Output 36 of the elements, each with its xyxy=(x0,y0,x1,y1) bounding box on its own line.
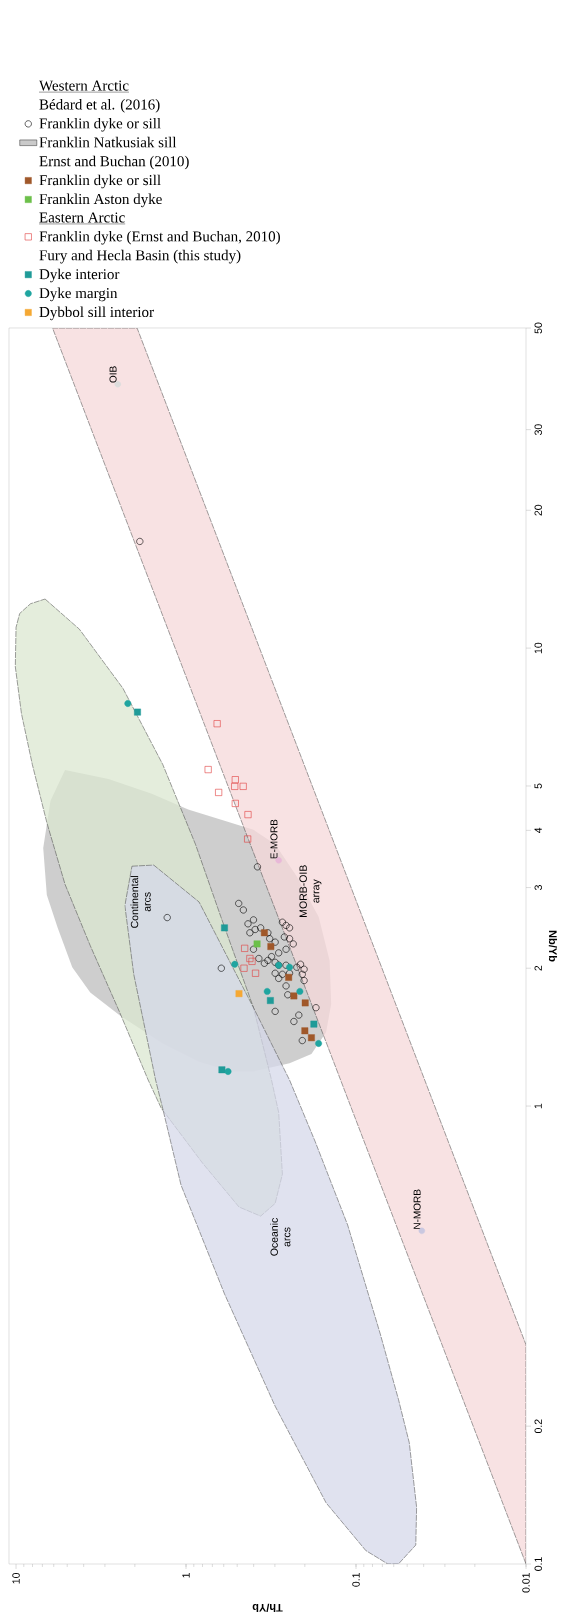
legend-label: Franklin Natkusiak sill xyxy=(39,136,177,148)
legend-label: Franklin dyke or sill xyxy=(39,117,161,132)
y-tick-label: 50 xyxy=(534,322,542,334)
legend-label: Franklin dyke or sill xyxy=(39,174,161,189)
y-tick-label: 0.1 xyxy=(534,1557,542,1571)
annotation: OIB xyxy=(109,366,117,383)
text: Ernst and Buchan (2010) xyxy=(39,155,189,170)
series-label: MORB-OIB array xyxy=(299,865,322,917)
annotation: N-MORB xyxy=(413,1189,421,1229)
x-tick-label: 1 xyxy=(182,1573,190,1578)
y-tick-label: 30 xyxy=(534,424,542,436)
y-tick-label: 5 xyxy=(534,783,542,789)
y-tick-label: 3 xyxy=(534,885,542,891)
series-label: Continental arcs xyxy=(130,875,151,928)
legend-label: Franklin Aston dyke xyxy=(39,193,162,208)
series-label: Oceanic arcs xyxy=(270,1218,291,1256)
y-tick-label: 4 xyxy=(534,827,542,834)
y-tick-label: 0.2 xyxy=(534,1419,542,1434)
x-tick-label: 0.01 xyxy=(522,1573,530,1593)
text: Bédard et al. (2016) xyxy=(39,98,160,113)
text: Western Arctic xyxy=(39,80,129,91)
legend-label: Franklin dyke (Ernst and Buchan, 2010) xyxy=(39,230,280,245)
text: Fury and Hecla Basin (this study) xyxy=(39,249,241,264)
x-axis-title: Th/Yb xyxy=(252,1603,283,1613)
y-axis-title: Nb/Yb xyxy=(548,930,558,962)
y-tick-label: 10 xyxy=(534,642,542,654)
x-tick-label: 10 xyxy=(12,1572,20,1584)
legend-label: Dyke interior xyxy=(39,268,120,283)
y-tick-label: 20 xyxy=(534,504,542,516)
y-tick-label: 1 xyxy=(534,1103,542,1109)
annotation: E-MORB xyxy=(270,819,278,859)
text: Eastern Arctic xyxy=(39,212,125,223)
legend-label: Dyke margin xyxy=(39,287,118,302)
y-tick-label: 2 xyxy=(534,965,542,971)
x-tick-label: 0.1 xyxy=(352,1573,360,1587)
legend-label: Dybbol sill interior xyxy=(39,306,154,321)
